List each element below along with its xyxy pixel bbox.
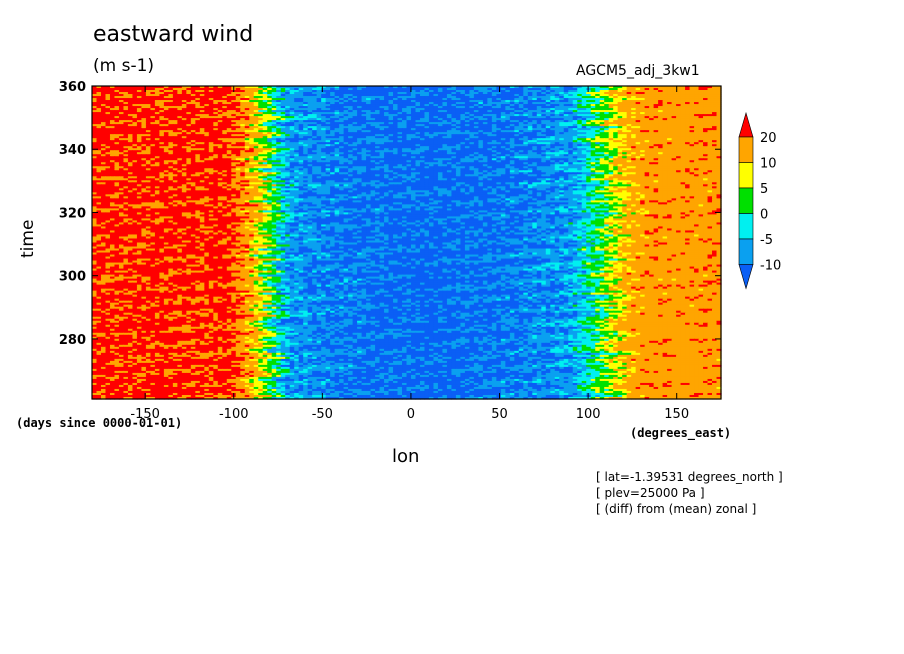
contour-field	[92, 86, 722, 400]
